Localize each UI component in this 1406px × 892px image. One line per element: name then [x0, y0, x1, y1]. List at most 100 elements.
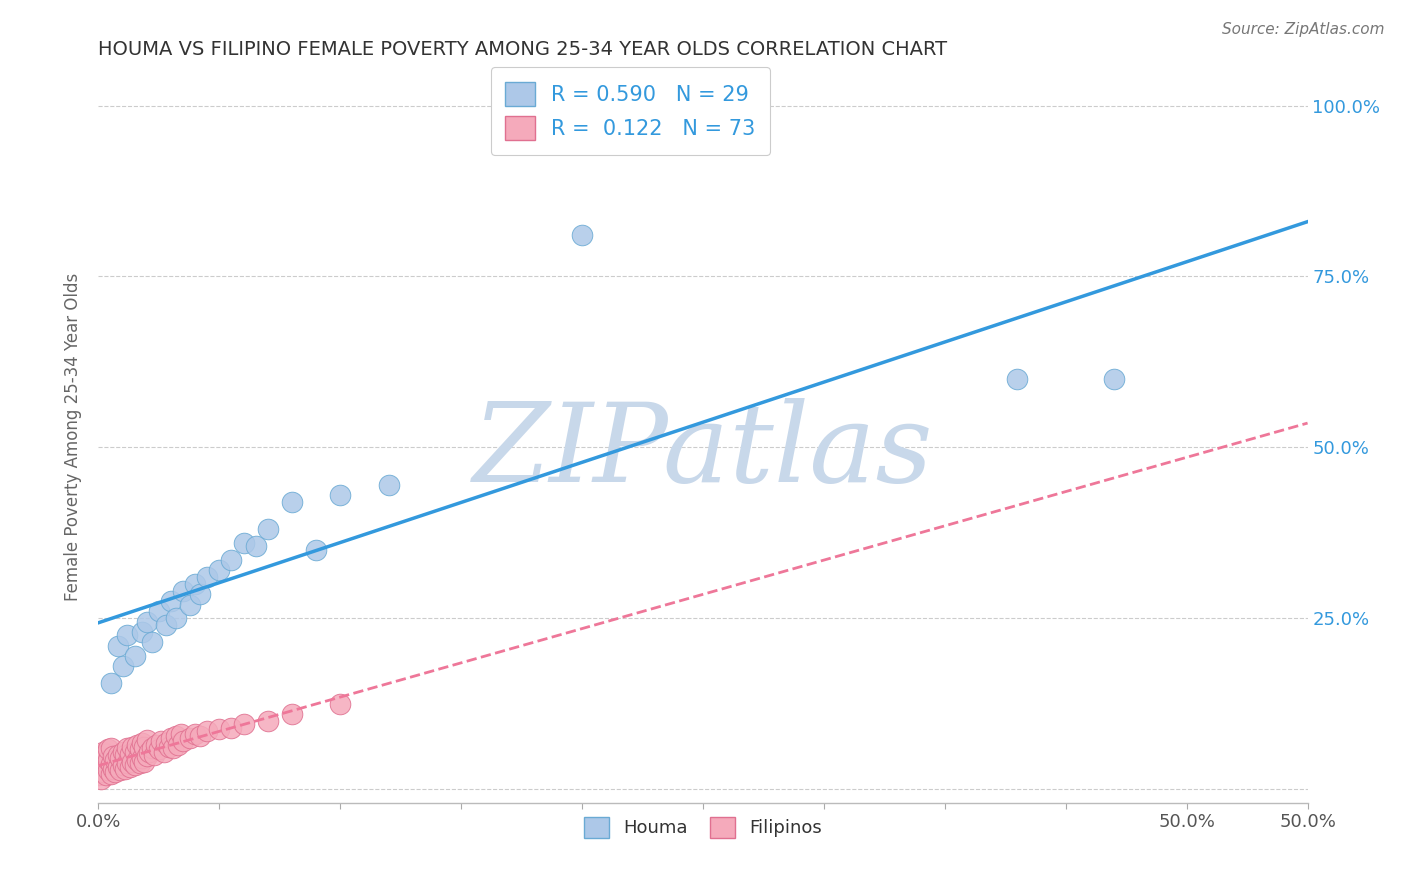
- Point: [124, 648, 146, 663]
- Point: [208, 722, 231, 736]
- Point: [90, 751, 112, 765]
- Point: [148, 742, 170, 756]
- Point: [91, 755, 114, 769]
- Point: [148, 604, 170, 618]
- Point: [121, 739, 143, 754]
- Point: [256, 522, 278, 536]
- Point: [104, 765, 127, 780]
- Point: [329, 488, 352, 502]
- Point: [138, 745, 160, 759]
- Point: [114, 762, 136, 776]
- Point: [232, 536, 254, 550]
- Point: [165, 611, 187, 625]
- Point: [169, 727, 191, 741]
- Point: [165, 729, 187, 743]
- Point: [195, 724, 218, 739]
- Point: [97, 753, 120, 767]
- Point: [281, 706, 304, 721]
- Point: [124, 758, 146, 772]
- Point: [97, 742, 120, 756]
- Point: [108, 751, 131, 765]
- Point: [179, 731, 201, 745]
- Point: [117, 741, 139, 756]
- Point: [155, 618, 177, 632]
- Text: Source: ZipAtlas.com: Source: ZipAtlas.com: [1222, 22, 1385, 37]
- Point: [143, 747, 166, 762]
- Point: [155, 736, 177, 750]
- Point: [160, 731, 183, 745]
- Point: [256, 714, 278, 728]
- Point: [111, 659, 134, 673]
- Point: [150, 734, 173, 748]
- Point: [141, 635, 163, 649]
- Point: [160, 594, 183, 608]
- Point: [1007, 372, 1029, 386]
- Point: [124, 745, 146, 759]
- Point: [184, 727, 207, 741]
- Point: [101, 749, 124, 764]
- Point: [245, 540, 267, 554]
- Point: [281, 495, 304, 509]
- Point: [172, 734, 194, 748]
- Point: [107, 760, 129, 774]
- Point: [111, 745, 134, 759]
- Point: [145, 738, 167, 752]
- Point: [87, 768, 110, 782]
- Point: [118, 747, 141, 761]
- Point: [571, 228, 593, 243]
- Point: [135, 732, 157, 747]
- Point: [135, 615, 157, 629]
- Point: [157, 739, 180, 754]
- Point: [141, 741, 163, 756]
- Point: [87, 747, 110, 762]
- Point: [184, 577, 207, 591]
- Point: [152, 745, 174, 759]
- Point: [111, 758, 134, 772]
- Point: [101, 762, 124, 776]
- Point: [131, 736, 153, 750]
- Point: [104, 753, 127, 767]
- Point: [329, 697, 352, 711]
- Point: [91, 745, 114, 759]
- Point: [162, 741, 184, 756]
- Point: [221, 721, 243, 735]
- Point: [377, 478, 399, 492]
- Point: [188, 587, 211, 601]
- Point: [179, 598, 201, 612]
- Point: [1102, 372, 1125, 386]
- Point: [127, 753, 149, 767]
- Point: [221, 553, 243, 567]
- Point: [107, 747, 129, 762]
- Point: [97, 763, 120, 777]
- Point: [134, 755, 156, 769]
- Text: HOUMA VS FILIPINO FEMALE POVERTY AMONG 25-34 YEAR OLDS CORRELATION CHART: HOUMA VS FILIPINO FEMALE POVERTY AMONG 2…: [98, 39, 948, 59]
- Point: [134, 739, 156, 754]
- Point: [94, 768, 117, 782]
- Point: [128, 742, 150, 756]
- Point: [108, 763, 131, 777]
- Point: [100, 767, 122, 781]
- Point: [118, 760, 141, 774]
- Point: [107, 639, 129, 653]
- Point: [100, 756, 122, 771]
- Point: [305, 542, 328, 557]
- Point: [90, 762, 112, 776]
- Point: [117, 628, 139, 642]
- Point: [91, 765, 114, 780]
- Point: [172, 583, 194, 598]
- Text: ZIPatlas: ZIPatlas: [472, 398, 934, 506]
- Point: [94, 756, 117, 771]
- Point: [94, 747, 117, 761]
- Point: [100, 741, 122, 756]
- Point: [87, 758, 110, 772]
- Point: [128, 756, 150, 771]
- Point: [167, 738, 190, 752]
- Point: [117, 756, 139, 771]
- Point: [131, 624, 153, 639]
- Point: [208, 563, 231, 577]
- Point: [114, 747, 136, 762]
- Y-axis label: Female Poverty Among 25-34 Year Olds: Female Poverty Among 25-34 Year Olds: [63, 273, 82, 601]
- Point: [232, 717, 254, 731]
- Point: [100, 676, 122, 690]
- Point: [121, 755, 143, 769]
